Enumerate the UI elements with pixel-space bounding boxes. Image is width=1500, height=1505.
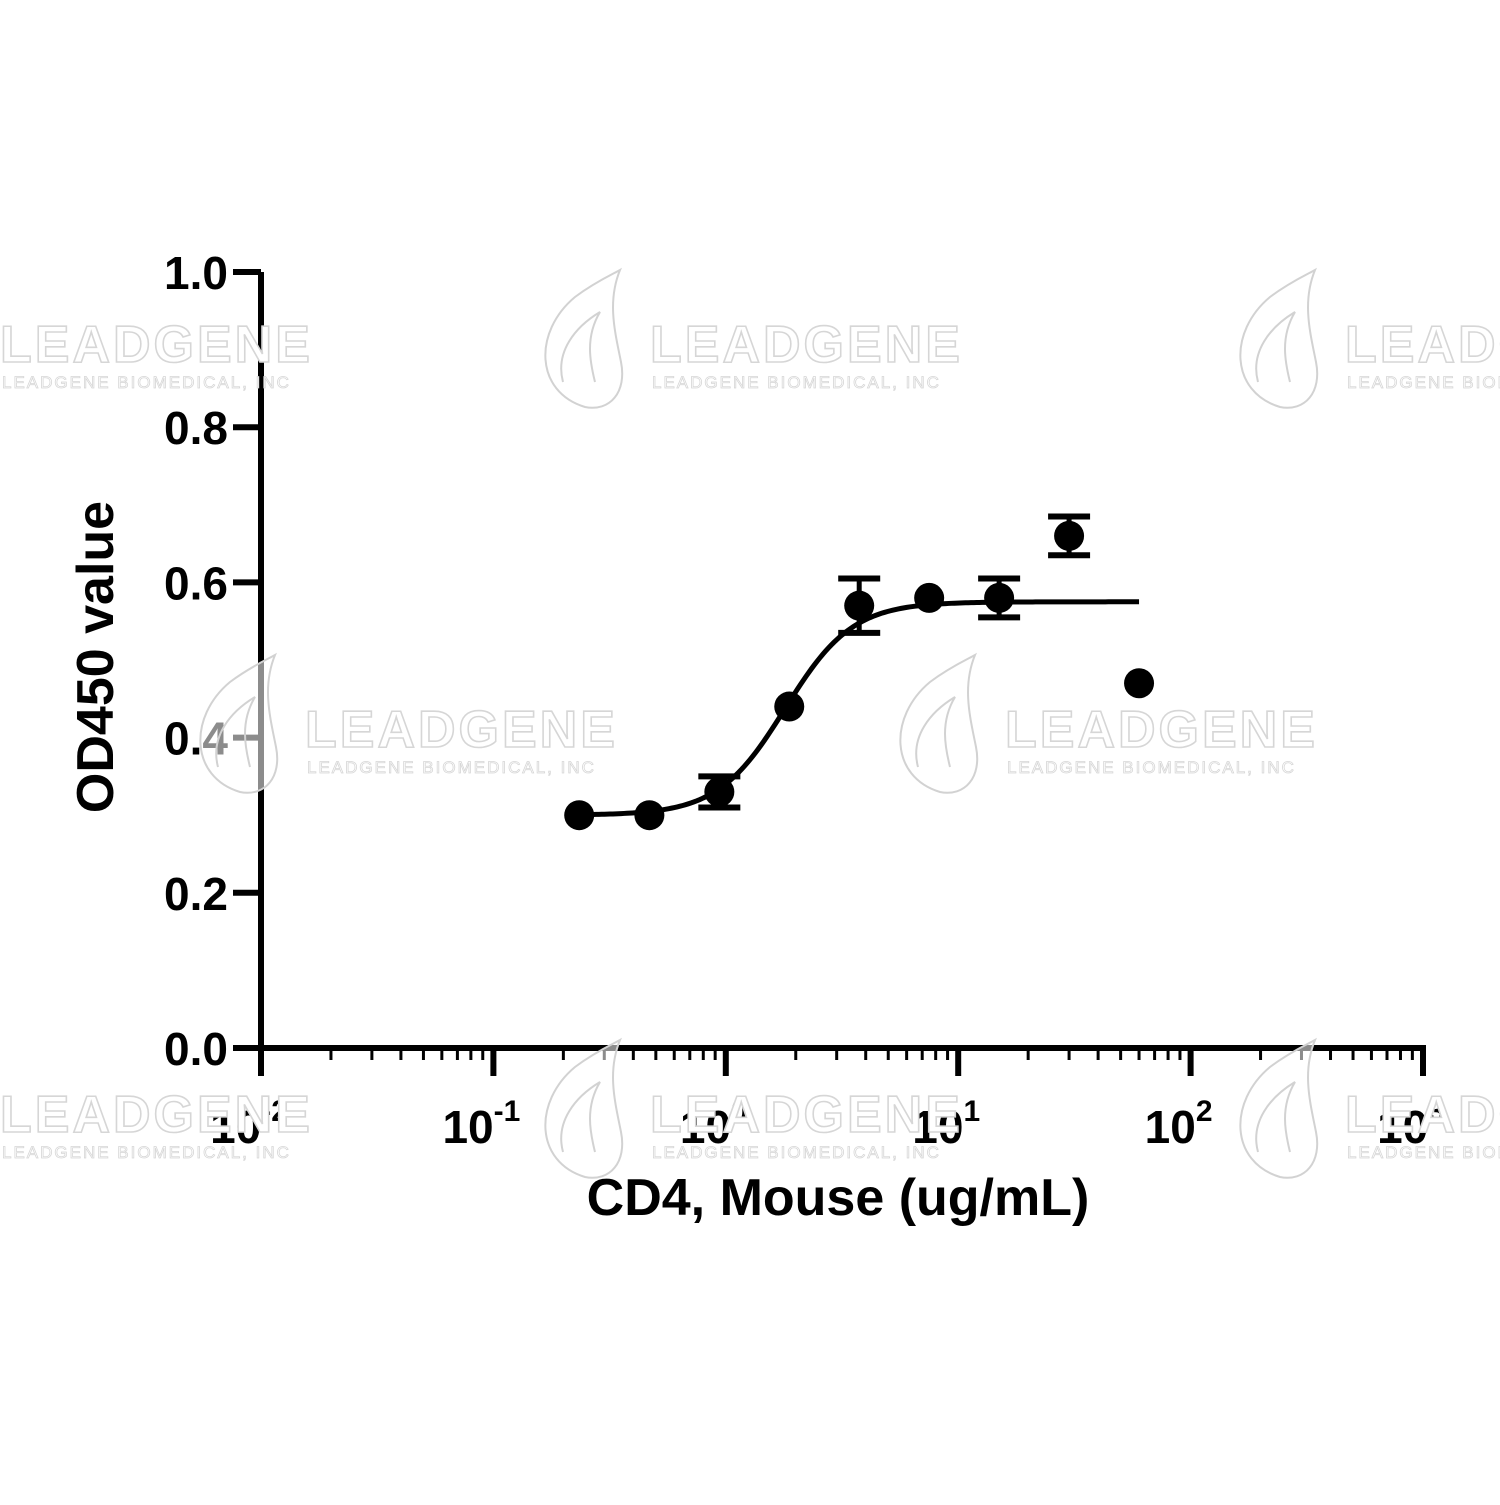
y-axis-title: OD450 value: [67, 501, 125, 813]
x-axis-title: CD4, Mouse (ug/mL): [587, 1169, 1090, 1227]
data-points: [564, 513, 1155, 831]
data-point: [978, 575, 1021, 621]
watermark-subtitle: LEADGENE BIOMEDICAL, INC: [1007, 758, 1296, 777]
data-marker: [564, 800, 595, 831]
data-marker: [1124, 668, 1155, 699]
leaf-vein-icon: [560, 311, 601, 383]
y-tick-label: 0.2: [164, 868, 228, 920]
data-point: [914, 582, 945, 613]
data-point: [1048, 513, 1091, 559]
leaf-vein-icon: [560, 1081, 601, 1153]
watermark-subtitle: LEADGENE BIOMEDICAL, INC: [307, 758, 596, 777]
leaf-drop-icon: [199, 652, 279, 794]
y-tick-label: 0.8: [164, 402, 228, 454]
leaf-vein-icon: [1255, 311, 1296, 383]
watermark-word: LEADGENE: [1005, 701, 1318, 759]
watermark-subtitle: LEADGENE BIOMEDICAL, INC: [1347, 373, 1500, 392]
x-tick-label: 103: [1377, 1095, 1445, 1153]
leaf-vein-icon: [915, 696, 956, 768]
data-point: [838, 575, 881, 636]
leaf-vein-icon: [1255, 1081, 1296, 1153]
watermark-word: LEADGENE: [0, 1086, 313, 1144]
y-tick-label: 0.0: [164, 1023, 228, 1075]
watermark-word: LEADGENE: [0, 316, 313, 374]
watermark-subtitle: LEADGENE BIOMEDICAL, INC: [2, 373, 291, 392]
data-point: [564, 800, 595, 831]
watermark-word: LEADGENE: [650, 1086, 963, 1144]
data-marker: [634, 800, 665, 831]
leaf-drop-icon: [899, 652, 979, 794]
leaf-drop-icon: [1239, 1037, 1319, 1179]
x-tick-label: 10-1: [442, 1095, 520, 1153]
data-point: [1124, 668, 1155, 699]
y-tick-label: 0.6: [164, 557, 228, 609]
leaf-drop-icon: [1239, 267, 1319, 409]
x-tick-label: 10-2: [210, 1095, 288, 1153]
watermark-word: LEADGENE: [1345, 1086, 1500, 1144]
leaf-drop-icon: [544, 1037, 624, 1179]
watermark-word: LEADGENE: [305, 701, 618, 759]
y-tick-label: 1.0: [164, 247, 228, 299]
watermark-word: LEADGENE: [1345, 316, 1500, 374]
data-marker: [844, 590, 875, 621]
leaf-drop-icon: [544, 267, 624, 409]
x-tick-label: 101: [912, 1095, 980, 1153]
data-marker: [704, 776, 735, 807]
watermark-word: LEADGENE: [650, 316, 963, 374]
data-point: [774, 691, 805, 722]
data-marker: [774, 691, 805, 722]
x-tick-label: 102: [1145, 1095, 1213, 1153]
data-marker: [1054, 520, 1085, 551]
watermark-subtitle: LEADGENE BIOMEDICAL, INC: [2, 1143, 291, 1162]
watermark-subtitle: LEADGENE BIOMEDICAL, INC: [1347, 1143, 1500, 1162]
watermark-subtitle: LEADGENE BIOMEDICAL, INC: [652, 373, 941, 392]
data-point: [634, 800, 665, 831]
leaf-vein-icon: [215, 696, 256, 768]
data-marker: [914, 582, 945, 613]
x-tick-label: 100: [680, 1095, 748, 1153]
data-point: [698, 773, 741, 811]
watermark-subtitle: LEADGENE BIOMEDICAL, INC: [652, 1143, 941, 1162]
data-marker: [984, 582, 1015, 613]
